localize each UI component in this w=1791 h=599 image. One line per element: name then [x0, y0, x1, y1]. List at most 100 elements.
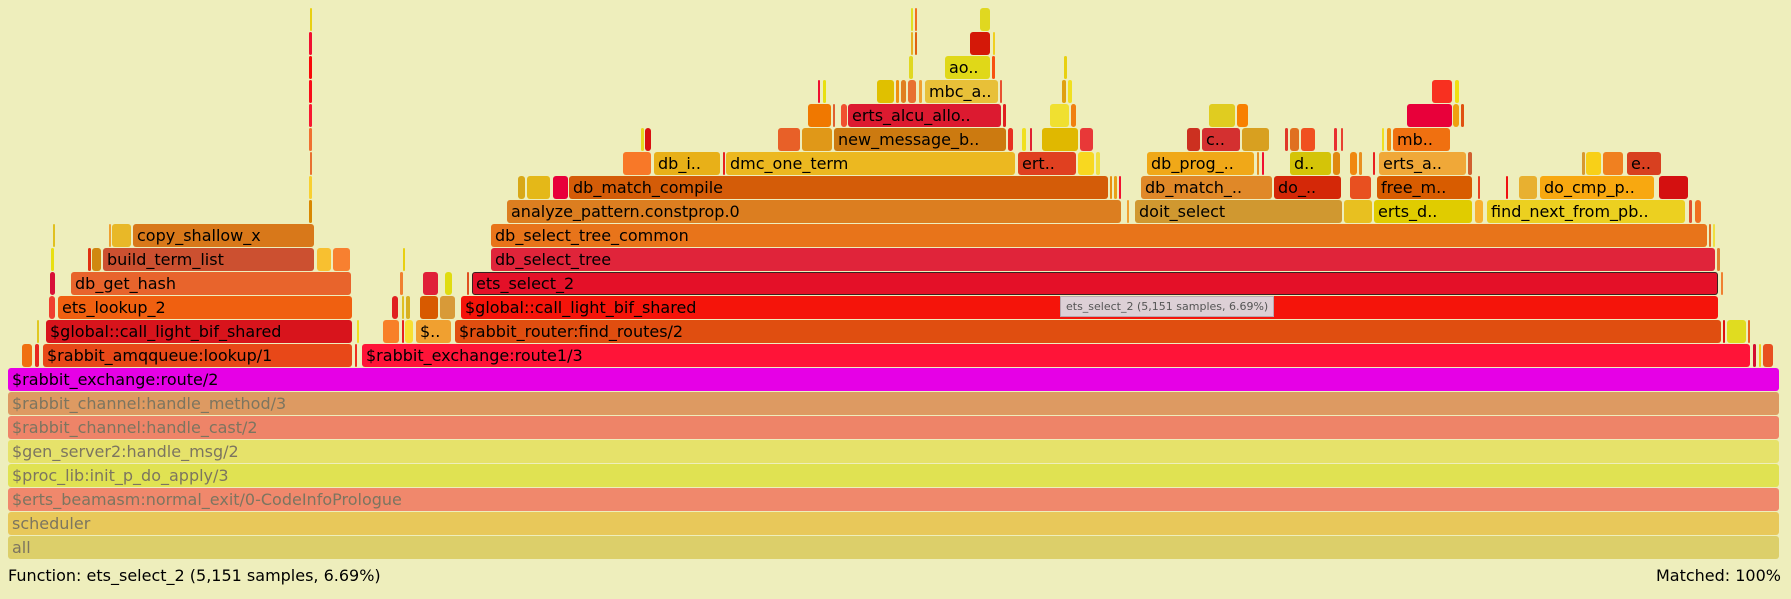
frame-db-i[interactable]: db_i.. [654, 152, 720, 175]
frame-unlabeled[interactable] [1080, 128, 1093, 151]
frame-c[interactable]: c.. [1202, 128, 1240, 151]
frame-unlabeled[interactable] [1519, 176, 1537, 199]
frame-unlabeled[interactable] [1453, 104, 1459, 127]
frame-unlabeled[interactable] [1301, 128, 1315, 151]
frame-erts-a[interactable]: erts_a.. [1379, 152, 1466, 175]
frame-unlabeled[interactable] [1078, 152, 1094, 175]
frame-erts-d[interactable]: erts_d.. [1374, 200, 1472, 223]
frame-unlabeled[interactable] [1695, 200, 1701, 223]
frame-unlabeled[interactable] [22, 344, 32, 367]
frame-e[interactable]: e.. [1627, 152, 1661, 175]
frame-db-select-tree[interactable]: db_select_tree [491, 248, 1715, 271]
frame-unlabeled[interactable] [1721, 272, 1723, 295]
frame-unlabeled[interactable] [1382, 128, 1384, 151]
frame-unlabeled[interactable] [1030, 128, 1032, 151]
frame-erts-alcu-allo[interactable]: erts_alcu_allo.. [848, 104, 1001, 127]
frame-unlabeled[interactable] [309, 200, 312, 223]
frame-unlabeled[interactable] [1064, 56, 1067, 79]
frame-unlabeled[interactable] [1468, 152, 1472, 175]
frame-rabbit-amqqueue-lookup-1[interactable]: $rabbit_amqqueue:lookup/1 [43, 344, 352, 367]
frame-unlabeled[interactable] [1753, 344, 1756, 367]
frame-ert[interactable]: ert.. [1018, 152, 1076, 175]
frame-unlabeled[interactable] [919, 80, 922, 103]
frame-unlabeled[interactable] [1586, 152, 1601, 175]
frame-unlabeled[interactable] [405, 320, 413, 343]
frame-unlabeled[interactable] [1603, 152, 1623, 175]
frame-unlabeled[interactable] [1110, 176, 1112, 199]
frame-scheduler[interactable]: scheduler [8, 512, 1779, 535]
frame-unlabeled[interactable] [1042, 128, 1078, 151]
frame-unlabeled[interactable] [1022, 128, 1026, 151]
frame-unlabeled[interactable] [1114, 176, 1117, 199]
frame-unlabeled[interactable] [723, 152, 725, 175]
frame-unlabeled[interactable] [980, 8, 990, 31]
frame-unlabeled[interactable] [1062, 80, 1066, 103]
frame-unlabeled[interactable] [355, 344, 357, 367]
frame-do[interactable]: do_.. [1274, 176, 1341, 199]
frame-unlabeled[interactable] [833, 104, 835, 127]
frame-unlabeled[interactable] [911, 8, 913, 31]
frame-unlabeled[interactable] [1455, 80, 1459, 103]
frame-unlabeled[interactable] [37, 320, 39, 343]
frame-mb[interactable]: mb.. [1393, 128, 1450, 151]
frame-unlabeled[interactable] [403, 248, 405, 271]
frame-unlabeled[interactable] [309, 80, 312, 103]
frame-unlabeled[interactable] [309, 128, 312, 151]
frame-do-cmp-p[interactable]: do_cmp_p.. [1540, 176, 1654, 199]
frame-ets-select-2[interactable]: ets_select_2 [472, 272, 1718, 295]
frame-unlabeled[interactable] [1285, 128, 1288, 151]
frame-unlabeled[interactable] [993, 32, 995, 55]
frame-unlabeled[interactable] [802, 128, 832, 151]
frame-unlabeled[interactable] [623, 152, 651, 175]
frame-unlabeled[interactable] [778, 128, 800, 151]
frame-unlabeled[interactable] [915, 8, 917, 31]
frame-unlabeled[interactable] [109, 224, 111, 247]
frame-rabbit-exchange-route-2[interactable]: $rabbit_exchange:route/2 [8, 368, 1779, 391]
frame-unlabeled[interactable] [1334, 128, 1337, 151]
frame-unlabeled[interactable] [823, 80, 826, 103]
frame-unlabeled[interactable] [317, 248, 331, 271]
frame-unlabeled[interactable] [1290, 128, 1299, 151]
frame-unlabeled[interactable] [1582, 152, 1585, 175]
frame-unlabeled[interactable] [645, 128, 651, 151]
frame-dmc-one-term[interactable]: dmc_one_term [726, 152, 1015, 175]
frame-erts-beamasm-normal-exit-0-codeinfoprologue[interactable]: $erts_beamasm:normal_exit/0-CodeInfoProl… [8, 488, 1779, 511]
frame-unlabeled[interactable] [1713, 224, 1715, 247]
frame-unlabeled[interactable] [445, 272, 452, 295]
frame-unlabeled[interactable] [1717, 248, 1720, 271]
frame-unlabeled[interactable] [392, 296, 398, 319]
frame-unlabeled[interactable] [1759, 344, 1761, 367]
frame-unlabeled[interactable] [423, 272, 438, 295]
frame-unlabeled[interactable] [1341, 128, 1343, 151]
frame-unlabeled[interactable] [1003, 104, 1006, 127]
frame-db-get-hash[interactable]: db_get_hash [71, 272, 351, 295]
frame-unlabeled[interactable] [1262, 152, 1264, 175]
frame-unlabeled[interactable] [1000, 80, 1002, 103]
frame-unlabeled[interactable] [553, 176, 568, 199]
frame-unlabeled[interactable] [818, 80, 820, 103]
frame-unlabeled[interactable] [641, 128, 644, 151]
frame-unlabeled[interactable] [1350, 176, 1371, 199]
frame-free-m[interactable]: free_m.. [1377, 176, 1472, 199]
frame-unlabeled[interactable] [383, 320, 399, 343]
frame-unlabeled[interactable] [1478, 176, 1480, 199]
frame-doit-select[interactable]: doit_select [1135, 200, 1342, 223]
frame-unlabeled[interactable] [1237, 104, 1248, 127]
frame-unlabeled[interactable] [877, 80, 894, 103]
frame-unlabeled[interactable] [1209, 104, 1235, 127]
frame-unlabeled[interactable] [1127, 200, 1129, 223]
frame-unlabeled[interactable] [1709, 224, 1711, 247]
frame-unlabeled[interactable] [1461, 104, 1464, 127]
frame-unlabeled[interactable] [908, 80, 916, 103]
frame-unlabeled[interactable] [915, 32, 917, 55]
frame-rabbit-channel-handle-method-3[interactable]: $rabbit_channel:handle_method/3 [8, 392, 1779, 415]
frame-unlabeled[interactable] [992, 56, 995, 79]
frame-unlabeled[interactable] [808, 104, 831, 127]
frame-unlabeled[interactable] [1068, 80, 1072, 103]
frame-unlabeled[interactable] [1257, 152, 1259, 175]
frame-unlabeled[interactable] [440, 296, 455, 319]
frame-find-next-from-pb[interactable]: find_next_from_pb.. [1487, 200, 1685, 223]
frame-unlabeled[interactable] [1723, 320, 1725, 343]
frame-unlabeled[interactable] [1506, 176, 1508, 199]
frame-proc-lib-init-p-do-apply-3[interactable]: $proc_lib:init_p_do_apply/3 [8, 464, 1779, 487]
